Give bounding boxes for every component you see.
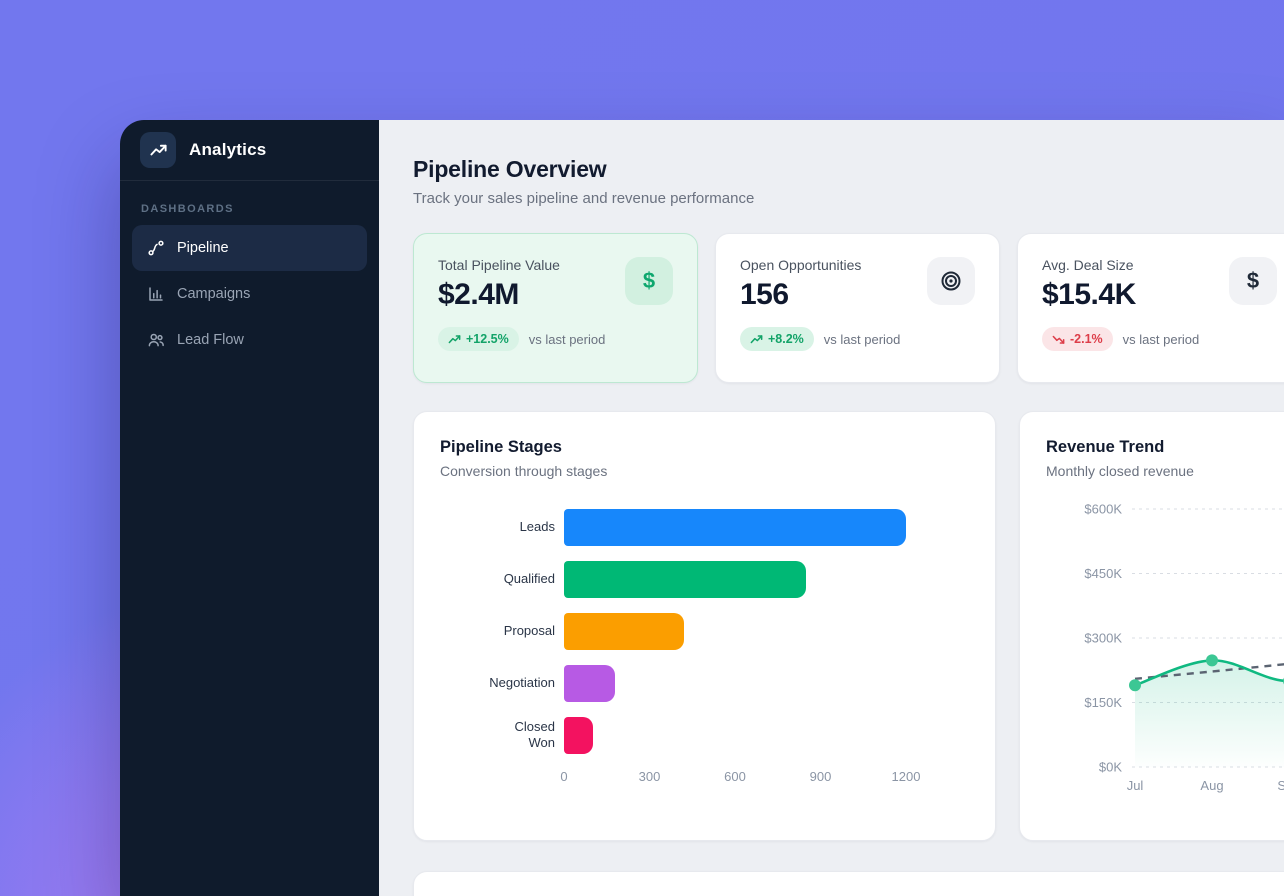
bar-track [564, 612, 969, 650]
sidebar-item-pipeline[interactable]: Pipeline [132, 225, 367, 271]
sidebar-item-lead-flow[interactable]: Lead Flow [132, 317, 367, 363]
bar-category-label: Negotiation [489, 674, 555, 690]
pipeline-stages-card: Pipeline Stages Conversion through stage… [413, 411, 996, 841]
x-axis-tick: 900 [809, 769, 832, 784]
main-content: Pipeline Overview Track your sales pipel… [379, 120, 1284, 896]
bar-chart-icon [147, 285, 165, 303]
line-chart: $600K $450K $300K $150K $0K Jul Aug Sep [1046, 493, 1284, 810]
kpi-comparison: vs last period [528, 331, 606, 347]
bar-category-label: Closed Won [514, 718, 555, 750]
kpi-value: $2.4M [438, 278, 519, 311]
kpi-comparison: vs last period [1122, 331, 1200, 347]
bar-chart: Leads Qualified Proposal Negotiation Clo… [440, 501, 969, 761]
kpi-delta-badge: +12.5% [438, 327, 519, 351]
bar-category-label: Qualified [503, 570, 555, 586]
sidebar-nav: Pipeline Campaigns Lead Flow [120, 225, 379, 363]
data-point[interactable] [1129, 679, 1141, 692]
x-axis-tick: 300 [638, 769, 661, 784]
data-point[interactable] [1206, 654, 1218, 667]
dollar-icon: $ [642, 268, 656, 293]
bar-negotiation[interactable] [564, 664, 616, 702]
bar-chart-x-axis: 0 300 600 900 1200 [560, 769, 969, 793]
bar-row: Leads [440, 501, 969, 553]
kpi-icon-box: $ [625, 257, 673, 305]
brand: Analytics [120, 120, 379, 180]
kpi-icon-box [927, 257, 975, 305]
revenue-area [1135, 660, 1284, 767]
y-axis-label: $150K [1084, 695, 1122, 710]
kpi-value: $15.4K [1042, 278, 1136, 311]
kpi-card: Avg. Deal Size $15.4K -2.1% vs last peri… [1017, 233, 1284, 383]
page-title: Pipeline Overview [413, 156, 607, 182]
kpi-comparison: vs last period [823, 331, 901, 347]
bar-row: Proposal [440, 605, 969, 657]
y-axis-label: $450K [1084, 566, 1122, 581]
bar-track [564, 716, 969, 754]
bar-track [564, 560, 969, 598]
y-axis-label: $600K [1084, 502, 1122, 517]
kpi-label: Total Pipeline Value [438, 257, 560, 273]
chart-title: Revenue Trend [1046, 438, 1165, 456]
x-axis-label: Aug [1200, 778, 1223, 793]
trend-up-icon [750, 333, 763, 346]
trend-up-icon [448, 333, 461, 346]
x-axis-tick: 0 [560, 769, 568, 784]
kpi-label: Avg. Deal Size [1042, 257, 1134, 273]
chart-subtitle: Monthly closed revenue [1046, 463, 1194, 479]
bar-row: Closed Won [440, 709, 969, 761]
kpi-icon-box: $ [1229, 257, 1277, 305]
chart-title: Pipeline Stages [440, 438, 562, 456]
dollar-icon: $ [1246, 268, 1260, 293]
bar-category-label: Proposal [503, 622, 555, 638]
bar-row: Negotiation [440, 657, 969, 709]
revenue-trend-svg: $600K $450K $300K $150K $0K Jul Aug Sep [1084, 502, 1284, 793]
sidebar-item-label: Pipeline [177, 240, 229, 256]
sidebar-divider [120, 180, 379, 181]
kpi-card: Total Pipeline Value $2.4M +12.5% vs las… [413, 233, 698, 383]
chart-subtitle: Conversion through stages [440, 463, 608, 479]
bar-category-label: Leads [519, 518, 555, 534]
revenue-line [1133, 659, 1284, 687]
sidebar-section-label: DASHBOARDS [141, 203, 234, 215]
trending-up-icon [140, 132, 176, 168]
brand-name: Analytics [189, 140, 267, 159]
bar-proposal[interactable] [564, 612, 684, 650]
bar-row: Qualified [440, 553, 969, 605]
y-axis-label: $0K [1099, 760, 1122, 775]
users-icon [147, 331, 165, 349]
sidebar: Analytics DASHBOARDS Pipeline Campaigns … [120, 120, 379, 896]
bar-leads[interactable] [564, 508, 906, 546]
target-icon [939, 269, 963, 293]
kpi-delta-badge: -2.1% [1042, 327, 1113, 351]
trend-down-icon [1052, 333, 1065, 346]
sidebar-item-label: Campaigns [177, 286, 251, 302]
x-axis-tick: 600 [724, 769, 746, 784]
app-window: Analytics DASHBOARDS Pipeline Campaigns … [120, 120, 1284, 896]
x-axis-label: Jul [1127, 778, 1144, 793]
bottom-partial-card [413, 871, 1284, 896]
kpi-label: Open Opportunities [740, 257, 862, 273]
kpi-card: Open Opportunities 156 +8.2% vs last per… [715, 233, 1000, 383]
kpi-value: 156 [740, 278, 789, 311]
bar-closed-won[interactable] [564, 716, 593, 754]
y-axis-label: $300K [1084, 631, 1122, 646]
revenue-trend-card: Revenue Trend Monthly closed revenue $60… [1019, 411, 1284, 841]
charts-row: Pipeline Stages Conversion through stage… [413, 411, 1284, 841]
bar-track [564, 508, 969, 546]
sidebar-item-campaigns[interactable]: Campaigns [132, 271, 367, 317]
bar-qualified[interactable] [564, 560, 807, 598]
x-axis-tick: 1200 [891, 769, 921, 784]
kpi-delta-badge: +8.2% [740, 327, 814, 351]
sidebar-item-label: Lead Flow [177, 332, 244, 348]
page-subtitle: Track your sales pipeline and revenue pe… [413, 190, 755, 207]
bar-track [564, 664, 969, 702]
waypoints-icon [147, 239, 165, 257]
x-axis-label: Sep [1277, 778, 1284, 793]
kpi-row: Total Pipeline Value $2.4M +12.5% vs las… [413, 233, 1284, 383]
